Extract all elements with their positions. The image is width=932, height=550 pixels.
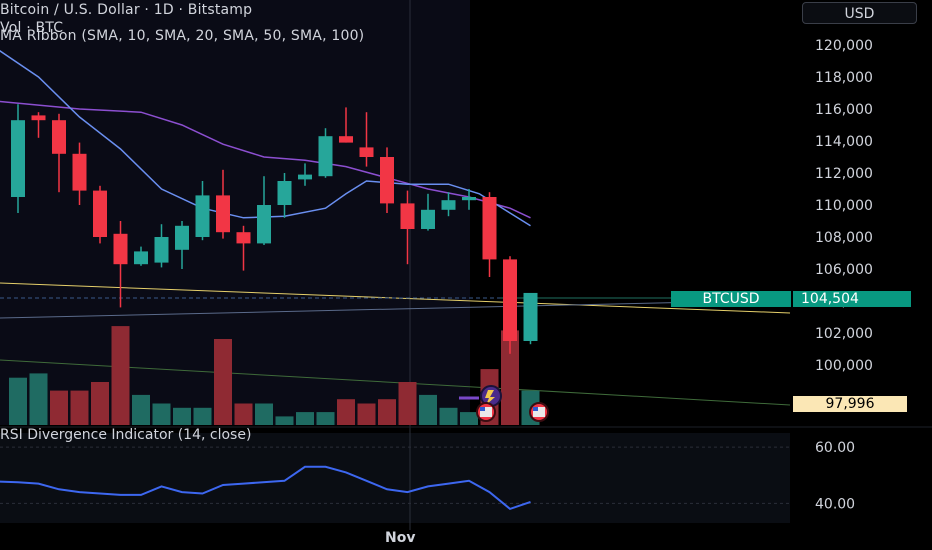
- volume-bar: [193, 407, 212, 425]
- us-flag-marker-2-flag: [533, 407, 545, 417]
- candle-body: [462, 197, 476, 201]
- volume-bar: [337, 399, 355, 425]
- price-tick-label: 116,000: [815, 102, 873, 118]
- candle-body: [31, 115, 46, 121]
- chart-title: Bitcoin / U.S. Dollar · 1D · Bitstamp: [0, 2, 253, 18]
- us-flag-marker-2-canton: [533, 407, 538, 411]
- price-tick-label: 108,000: [815, 230, 873, 246]
- us-flag-marker-1-canton: [480, 407, 485, 411]
- trend-line-lower: [0, 299, 791, 319]
- currency-button[interactable]: USD: [802, 2, 917, 24]
- price-tick-label: 118,000: [815, 70, 873, 86]
- candle-body: [93, 190, 107, 237]
- candle-body: [113, 233, 128, 265]
- volume-bar: [70, 390, 89, 425]
- last-price-tag: 104,504: [793, 291, 911, 307]
- candle-body: [400, 203, 415, 229]
- price-tick-label: 120,000: [815, 38, 873, 54]
- candle-body: [175, 225, 189, 250]
- price-tick-label: 110,000: [815, 198, 873, 214]
- candle-body: [277, 181, 292, 205]
- candle-body: [441, 200, 456, 210]
- candle-body: [195, 195, 210, 237]
- volume-bar: [398, 382, 417, 425]
- candle-body: [52, 120, 66, 154]
- candle-body: [421, 209, 435, 229]
- candle-body: [72, 153, 87, 191]
- price-tick-label: 112,000: [815, 166, 873, 182]
- candle-body: [523, 292, 538, 341]
- rsi-tick-label: 60.00: [815, 440, 855, 456]
- candle-body: [359, 147, 374, 157]
- time-axis-label: Nov: [385, 530, 416, 546]
- ma-ribbon-label: MA Ribbon (SMA, 10, SMA, 20, SMA, 50, SM…: [0, 28, 365, 44]
- rsi-line: [0, 465, 531, 511]
- volume-bar: [255, 403, 273, 425]
- candle-body: [154, 237, 169, 263]
- volume-bar: [91, 382, 109, 425]
- candle-body: [236, 232, 251, 244]
- ma-value-tag: 97,996: [793, 396, 907, 412]
- candle-body: [298, 174, 312, 180]
- ma-long-line: [0, 359, 791, 406]
- candle-body: [11, 120, 25, 197]
- volume-bar: [460, 412, 478, 425]
- volume-bar: [111, 326, 130, 425]
- price-tick-label: 102,000: [815, 326, 873, 342]
- candle-body: [503, 259, 517, 341]
- candle-body: [216, 195, 230, 233]
- rsi-tick-label: 40.00: [815, 496, 855, 512]
- volume-bar: [152, 403, 171, 425]
- candle-body: [134, 251, 148, 265]
- symbol-tag: BTCUSD: [671, 291, 791, 307]
- lightning-icon: [485, 390, 495, 405]
- ma-fast-line: [0, 50, 531, 227]
- volume-bar: [275, 416, 294, 425]
- volume-bar: [234, 403, 253, 425]
- candle-body: [318, 136, 333, 177]
- price-tick-label: 100,000: [815, 358, 873, 374]
- volume-bar: [173, 407, 191, 425]
- volume-bar: [378, 399, 396, 425]
- candle-body: [257, 205, 271, 244]
- volume-bar: [316, 412, 335, 425]
- volume-bar: [9, 377, 27, 425]
- volume-bar: [296, 412, 314, 425]
- candle-body: [339, 136, 353, 143]
- rsi-title: RSI Divergence Indicator (14, close): [0, 427, 252, 443]
- price-tick-label: 114,000: [815, 134, 873, 150]
- volume-bar: [357, 403, 376, 425]
- price-tick-label: 106,000: [815, 262, 873, 278]
- volume-bar: [419, 394, 437, 425]
- volume-label: Vol · BTC: [0, 20, 64, 36]
- volume-bar: [501, 330, 519, 425]
- volume-bar: [29, 373, 48, 425]
- volume-bar: [132, 394, 150, 425]
- volume-bar: [214, 339, 232, 425]
- volume-bar: [50, 390, 68, 425]
- volume-bar: [439, 407, 458, 425]
- rsi-pane: [0, 433, 790, 523]
- candle-body: [380, 157, 394, 204]
- us-flag-marker-1-flag: [480, 407, 492, 417]
- candle-body: [482, 197, 497, 260]
- highlight-region: [0, 0, 470, 425]
